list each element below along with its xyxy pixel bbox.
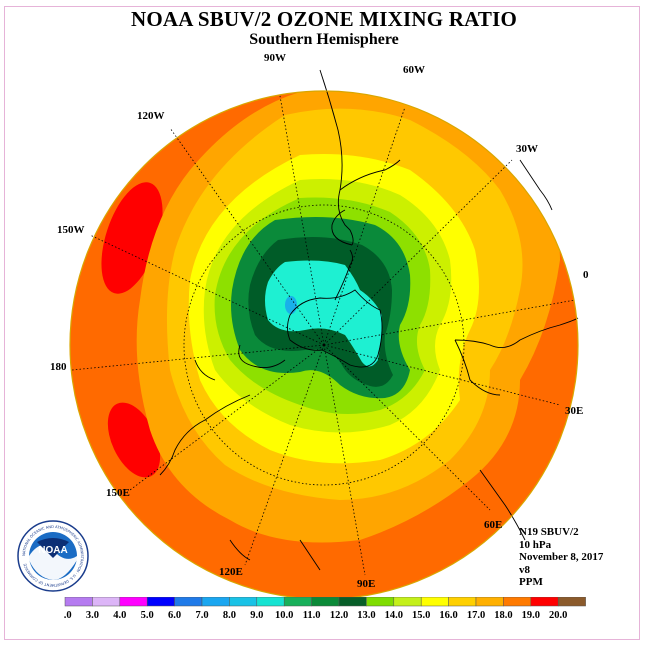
colorbar-label: 10.0 [275, 610, 293, 621]
colorbar-label: 5.0 [141, 610, 154, 621]
logo-text: NOAA [38, 545, 67, 556]
colorbar-swatch [119, 597, 148, 607]
colorbar-label: 11.0 [303, 610, 321, 621]
colorbar-label: 19.0 [522, 610, 540, 621]
colorbar-label: 2.0 [64, 610, 72, 621]
colorbar-swatch [420, 597, 449, 607]
colorbar-label: 13.0 [357, 610, 375, 621]
colorbar-swatch [366, 597, 395, 607]
meridian-60w [323, 106, 406, 346]
lon-label-30w: 30W [516, 143, 538, 155]
lon-label-60w: 60W [403, 64, 425, 76]
info-version: v8 [519, 563, 530, 576]
graticule [71, 95, 576, 576]
colorbar-swatch [229, 597, 258, 607]
info-satellite: N19 SBUV/2 [519, 526, 579, 538]
map-subtitle: Southern Hemisphere [249, 31, 399, 48]
colorbar-label: 15.0 [412, 610, 430, 621]
colorbar-swatch [338, 597, 367, 607]
info-level: 10 hPa [519, 538, 552, 551]
colorbar-swatch [557, 597, 586, 607]
colorbar-label: 4.0 [113, 610, 126, 621]
colorbar-label: 7.0 [195, 610, 208, 621]
colorbar-label: 14.0 [385, 610, 403, 621]
logo-wave-icon [29, 545, 77, 580]
colorbar-label: 3.0 [86, 610, 99, 621]
colorbar-label: 20.0 [549, 610, 567, 621]
colorbar-label: 9.0 [250, 610, 263, 621]
colorbar-swatch [311, 597, 340, 607]
colorbar-swatch [283, 597, 312, 607]
info-block: N19 SBUV/2 10 hPa November 8, 2017 v8 PP… [519, 526, 603, 589]
meridian-150w [89, 234, 325, 346]
colorbar-swatch [146, 597, 175, 607]
colorbar-swatch [448, 597, 477, 607]
colorbar-swatch [475, 597, 504, 607]
colorbar-label: 17.0 [467, 610, 485, 621]
lon-label-60e: 60E [484, 519, 502, 531]
band-10ppm [265, 260, 382, 367]
longitude-labels: 90W 60W 30W 0 30E 60E 90E 120E 150E 180 … [50, 52, 589, 590]
colorbar-label: 12.0 [330, 610, 348, 621]
lon-label-150e: 150E [106, 487, 130, 499]
colorbar-swatch [64, 597, 93, 607]
colorbar-swatches [64, 597, 586, 607]
lon-label-120w: 120W [137, 110, 165, 122]
colorbar-swatch [92, 597, 121, 607]
lon-label-0: 0 [583, 269, 589, 281]
meridian-180 [71, 344, 325, 371]
colorbar-label: 18.0 [494, 610, 512, 621]
latitude-circle [183, 204, 465, 486]
colorbar-swatch [393, 597, 422, 607]
coastlines [159, 69, 579, 571]
map-title: NOAA SBUV/2 OZONE MIXING RATIO [131, 7, 517, 31]
lon-label-120e: 120E [219, 566, 243, 578]
info-date: November 8, 2017 [519, 551, 604, 563]
lon-label-90e: 90E [357, 578, 375, 590]
colorbar: 2.0 3.0 4.0 5.0 6.0 7.0 8.0 9.0 10.0 11.0 12.0 13.0… [64, 597, 586, 621]
logo-bird-icon [37, 538, 69, 558]
figure-frame [4, 6, 640, 640]
noaa-logo: NOAA NATIONAL OCEANIC AND ATMOSPHERIC AD… [17, 520, 89, 592]
colorbar-label: 8.0 [223, 610, 236, 621]
lon-label-180: 180 [50, 361, 67, 373]
lon-label-150w: 150W [57, 224, 85, 236]
info-units: PPM [519, 576, 543, 588]
colorbar-label: 6.0 [168, 610, 181, 621]
lon-label-30e: 30E [565, 405, 583, 417]
meridian-90w [279, 95, 325, 346]
colorbar-label: 16.0 [439, 610, 457, 621]
meridian-30w [323, 159, 513, 346]
colorbar-swatch [530, 597, 559, 607]
colorbar-labels: 2.0 3.0 4.0 5.0 6.0 7.0 8.0 9.0 10.0 11.0 12.0 13.0… [64, 610, 567, 621]
colorbar-swatch [256, 597, 285, 607]
band-19ppm-south [107, 402, 161, 478]
colorbar-swatch [201, 597, 230, 607]
colorbar-swatch [174, 597, 203, 607]
colorbar-swatch [503, 597, 532, 607]
lon-label-90w: 90W [264, 52, 286, 64]
